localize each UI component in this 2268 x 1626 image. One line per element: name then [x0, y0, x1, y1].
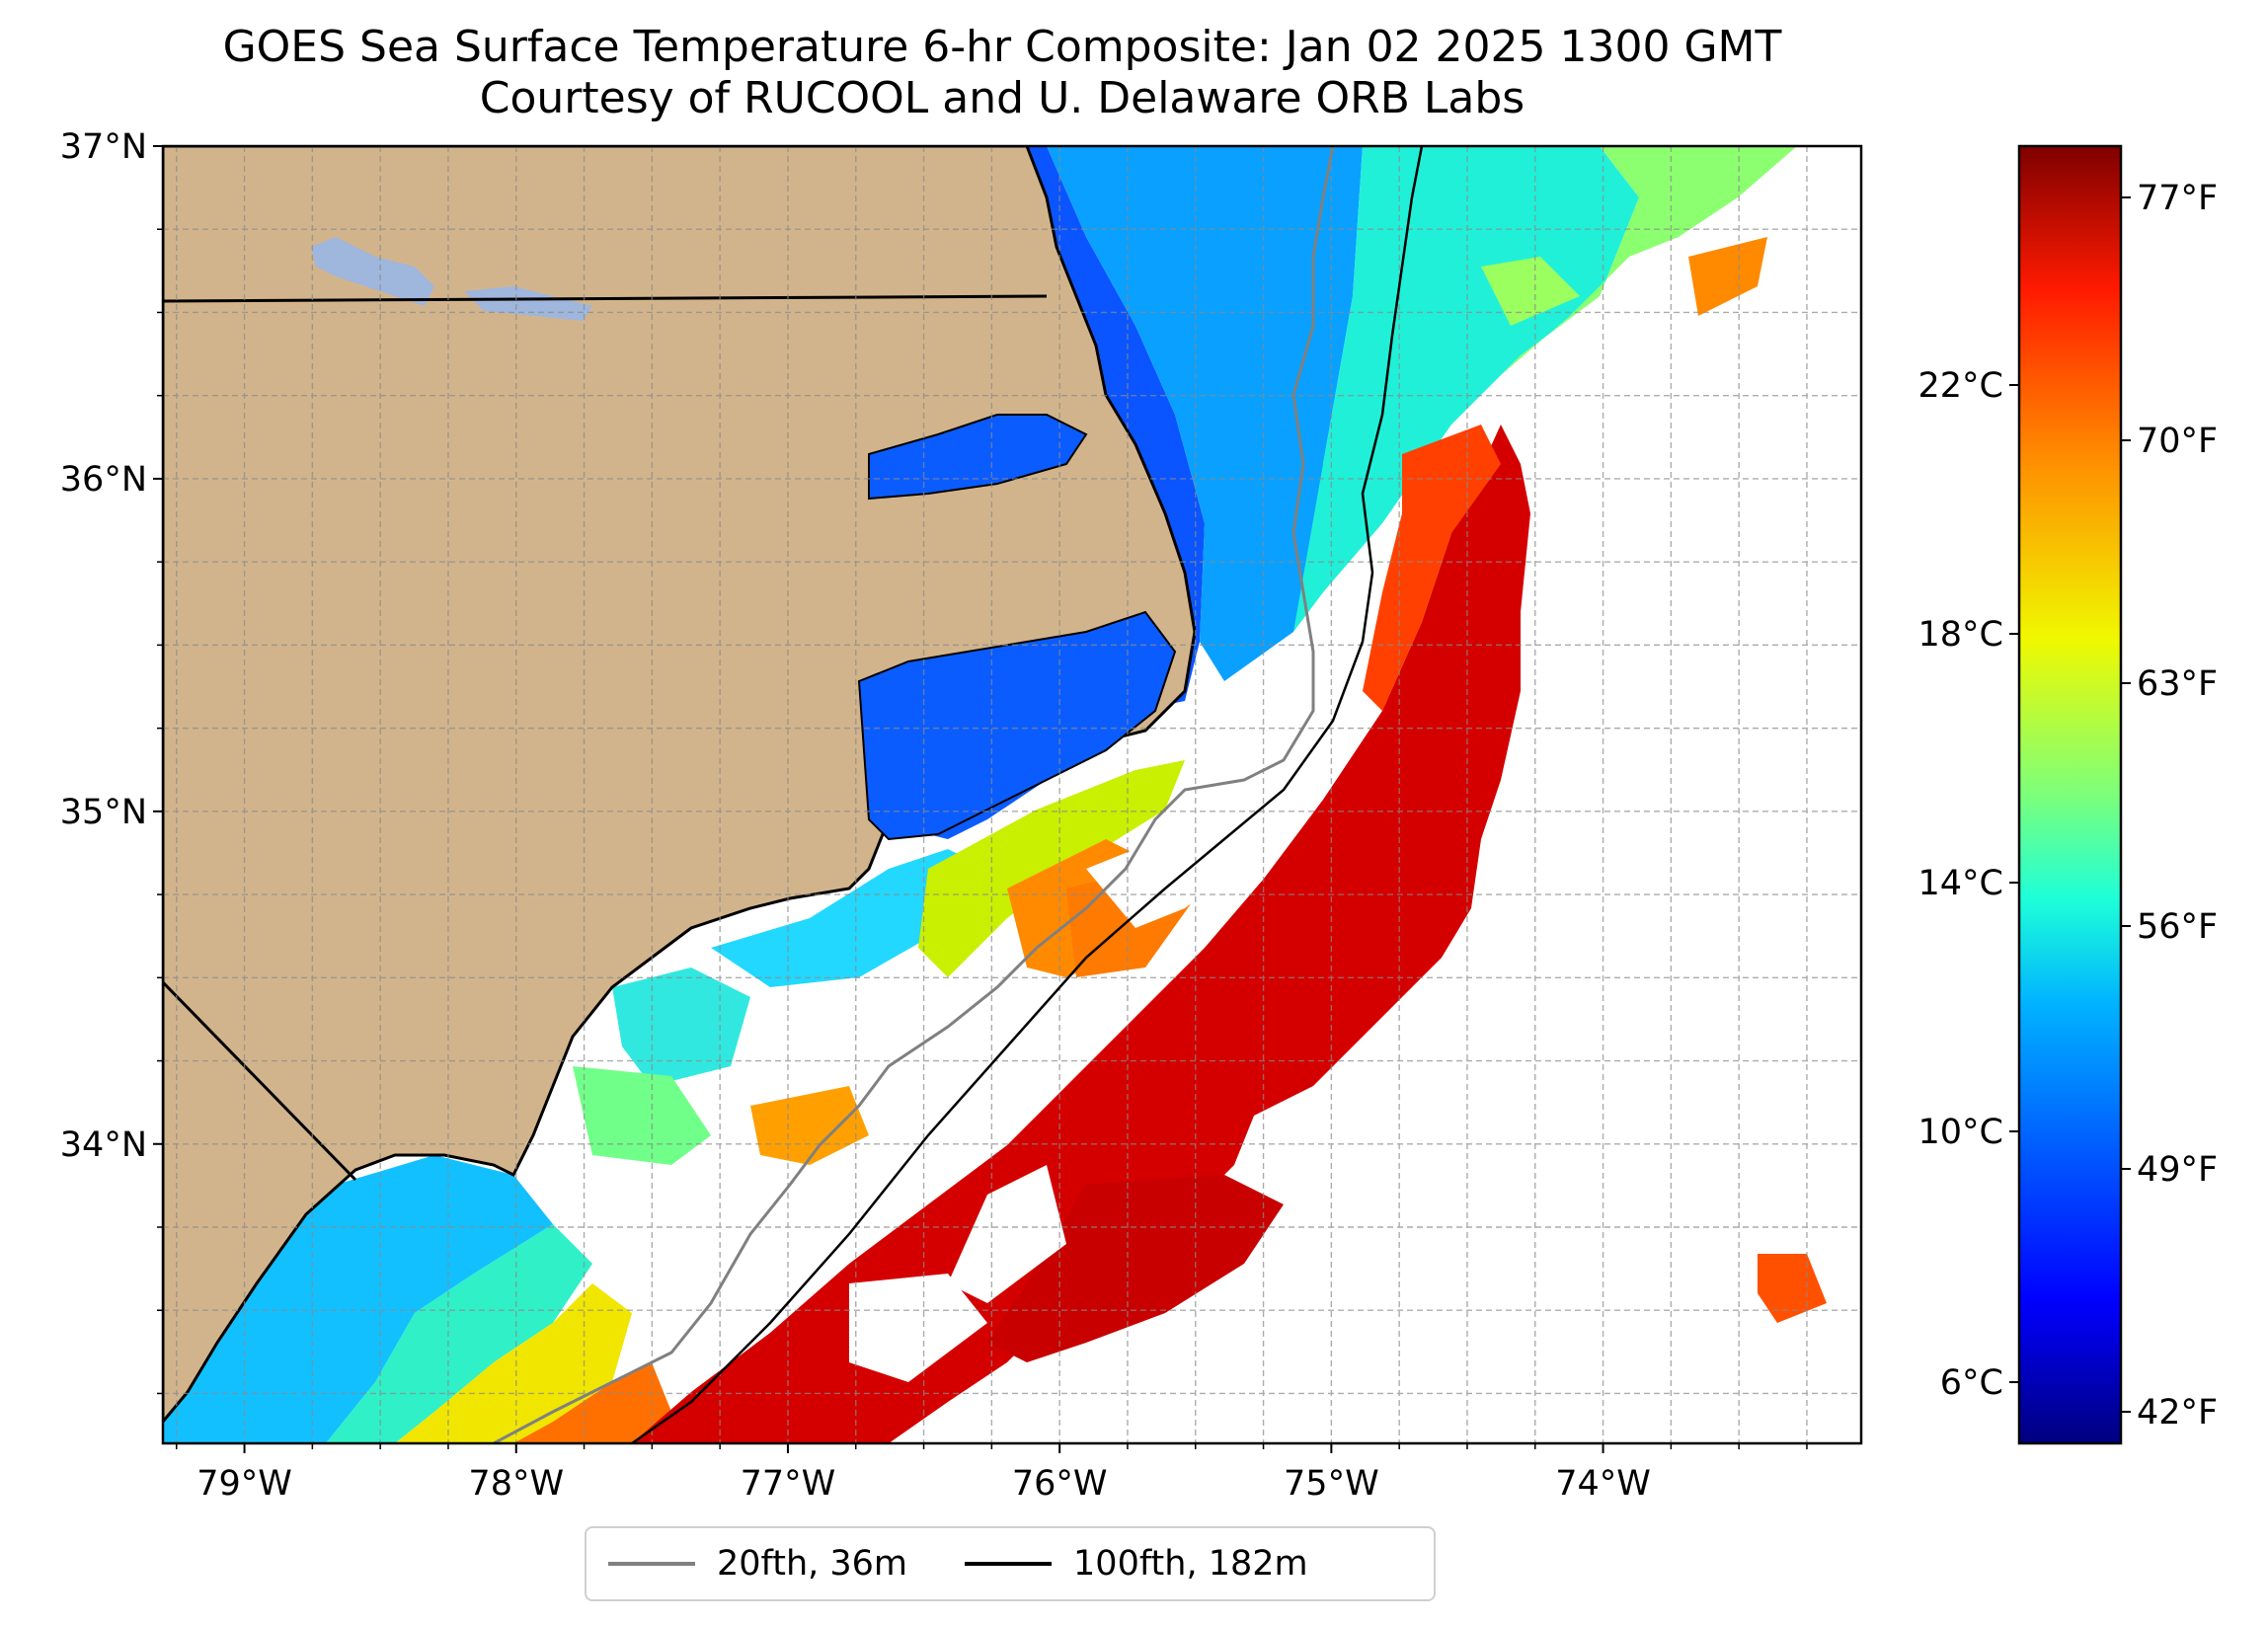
- celsius-tick-label: 22°C: [1918, 366, 2003, 406]
- pamlico-sound: [857, 610, 1177, 841]
- lon-tick-label: 77°W: [741, 1464, 836, 1504]
- celsius-tick-label: 14°C: [1918, 864, 2003, 903]
- lon-tick-label: 79°W: [196, 1464, 292, 1504]
- sst-orange-raleigh: [750, 1086, 869, 1165]
- legend-item-100fth: 100fth, 182m: [965, 1544, 1308, 1584]
- legend-item-20fth: 20fth, 36m: [608, 1544, 907, 1584]
- sst-cyan-south: [711, 849, 987, 987]
- celsius-tick-label: 18°C: [1918, 615, 2003, 655]
- sst-cool-north: [1047, 146, 1363, 681]
- nc-sc-border: [163, 980, 357, 1182]
- sst-southwest-cool: [163, 1155, 553, 1443]
- celsius-tick-label: 6°C: [1940, 1363, 2003, 1403]
- title-line-1: GOES Sea Surface Temperature 6-hr Compos…: [222, 22, 1782, 72]
- colorbar-fahrenheit-axis: 77°F 70°F 63°F 56°F 49°F 42°F: [2121, 179, 2218, 1432]
- sst-gulfstream-south: [987, 1175, 1284, 1362]
- sst-cyan-bay: [612, 968, 750, 1086]
- sst-east-patch: [1688, 237, 1767, 316]
- isobath-20fth: [493, 146, 1335, 1443]
- sst-southwest-mid: [326, 1224, 592, 1443]
- legend-line-100fth: [965, 1562, 1053, 1566]
- sst-green-patch: [1481, 257, 1580, 326]
- isobath-100fth: [631, 146, 1424, 1443]
- fahrenheit-tick-label: 63°F: [2137, 664, 2218, 704]
- sst-field: [163, 146, 1827, 1443]
- sst-green-bay: [573, 1066, 711, 1165]
- lon-tick-label: 78°W: [468, 1464, 564, 1504]
- latitude-axis: 37°N 36°N 35°N 34°N: [60, 127, 163, 1395]
- lon-tick-label: 76°W: [1012, 1464, 1108, 1504]
- sst-gulfstream-edge: [1363, 425, 1501, 711]
- lat-tick-label: 36°N: [60, 460, 147, 500]
- legend: 20fth, 36m 100fth, 182m: [585, 1526, 1436, 1601]
- title-line-2: Courtesy of RUCOOL and U. Delaware ORB L…: [479, 73, 1525, 123]
- lat-tick-label: 37°N: [60, 127, 147, 167]
- nodata-gap-2: [948, 1165, 1066, 1303]
- nc-va-border: [163, 294, 1048, 303]
- nodata-gap-3: [849, 1274, 987, 1382]
- lon-tick-label: 74°W: [1555, 1464, 1651, 1504]
- fahrenheit-tick-label: 49°F: [2137, 1150, 2218, 1190]
- sst-green-north: [1451, 146, 1797, 425]
- legend-label-100fth: 100fth, 182m: [1073, 1544, 1308, 1584]
- gridlines: [163, 146, 1861, 1443]
- sst-southeast-patch: [1758, 1254, 1827, 1323]
- legend-label-20fth: 20fth, 36m: [717, 1544, 908, 1584]
- fahrenheit-tick-label: 42°F: [2137, 1393, 2218, 1432]
- map-frame: [161, 144, 1863, 1445]
- celsius-tick-label: 10°C: [1918, 1113, 2003, 1152]
- sst-southwest-orange: [513, 1362, 671, 1443]
- longitude-axis: 79°W 78°W 77°W 76°W 75°W 74°W: [176, 1443, 1808, 1504]
- lon-tick-label: 75°W: [1284, 1464, 1379, 1504]
- chart-title: GOES Sea Surface Temperature 6-hr Compos…: [0, 22, 2004, 124]
- nodata-gap-1: [1086, 770, 1313, 928]
- colorbar: [2017, 144, 2123, 1445]
- colorbar-celsius-axis: 22°C 18°C 14°C 10°C 6°C: [1918, 366, 2019, 1403]
- map-content: [163, 146, 1861, 1443]
- fahrenheit-tick-label: 70°F: [2137, 422, 2218, 461]
- lat-tick-label: 34°N: [60, 1125, 147, 1165]
- sst-cyan-north: [1293, 146, 1639, 632]
- lake-kerr: [311, 237, 434, 306]
- lat-tick-label: 35°N: [60, 793, 147, 832]
- fahrenheit-tick-label: 77°F: [2137, 179, 2218, 218]
- legend-line-20fth: [608, 1562, 695, 1566]
- fahrenheit-tick-label: 56°F: [2137, 907, 2218, 947]
